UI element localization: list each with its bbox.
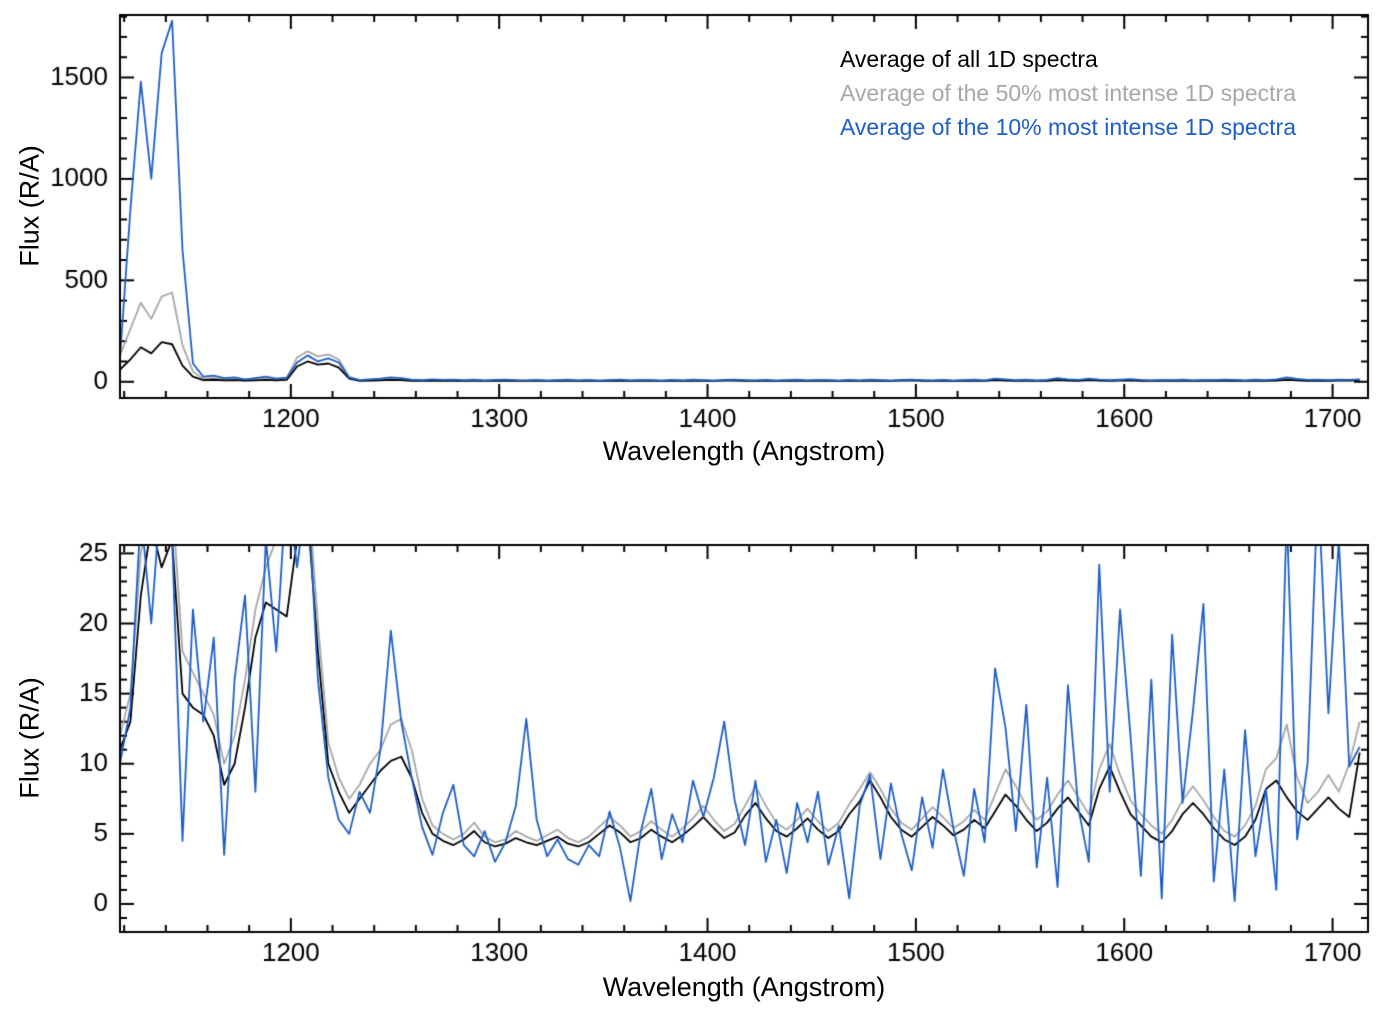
legend-item-average-10-percent: Average of the 10% most intense 1D spect… — [840, 114, 1297, 140]
top-panel-x-axis-label: Wavelength (Angstrom) — [602, 436, 886, 466]
legend: Average of all 1D spectra Average of the… — [840, 42, 1296, 144]
top-panel-y-axis-label: Flux (R/A) — [14, 145, 45, 267]
legend-item-average-all: Average of all 1D spectra — [840, 46, 1098, 72]
bottom-panel-x-axis-label: Wavelength (Angstrom) — [602, 972, 886, 1002]
legend-item-average-50-percent: Average of the 50% most intense 1D spect… — [840, 80, 1297, 106]
bottom-panel-y-axis-label: Flux (R/A) — [14, 677, 45, 799]
